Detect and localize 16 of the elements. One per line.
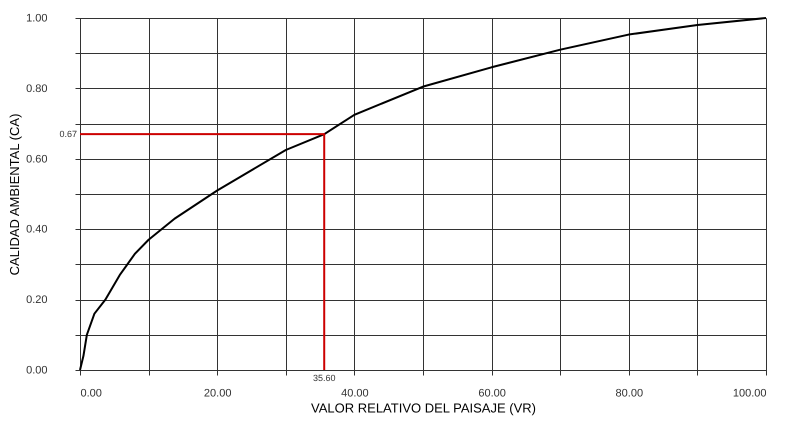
y-axis-title: CALIDAD AMBIENTAL (CA) (7, 114, 22, 276)
annotation: 35.60 (312, 373, 336, 383)
x-tick-label: 60.00 (478, 388, 506, 400)
x-tick-label: 0.00 (80, 388, 102, 400)
annotation: 0.67 (59, 129, 77, 140)
x-tick-label: 100.00 (732, 388, 766, 400)
y-tick-label: 0.40 (26, 224, 48, 236)
x-tick-label: 40.00 (341, 388, 369, 400)
x-tick-label: 20.00 (204, 388, 232, 400)
x-axis-title: VALOR RELATIVO DEL PAISAJE (VR) (311, 400, 536, 416)
y-tick-label: 0.80 (26, 82, 48, 95)
x-tick-label: 80.00 (616, 388, 644, 400)
y-tick-label: 0.60 (26, 153, 48, 166)
y-tick-label: 1.00 (26, 12, 48, 24)
y-tick-label: 0.00 (26, 364, 48, 376)
y-tick-label: 0.20 (26, 294, 48, 306)
